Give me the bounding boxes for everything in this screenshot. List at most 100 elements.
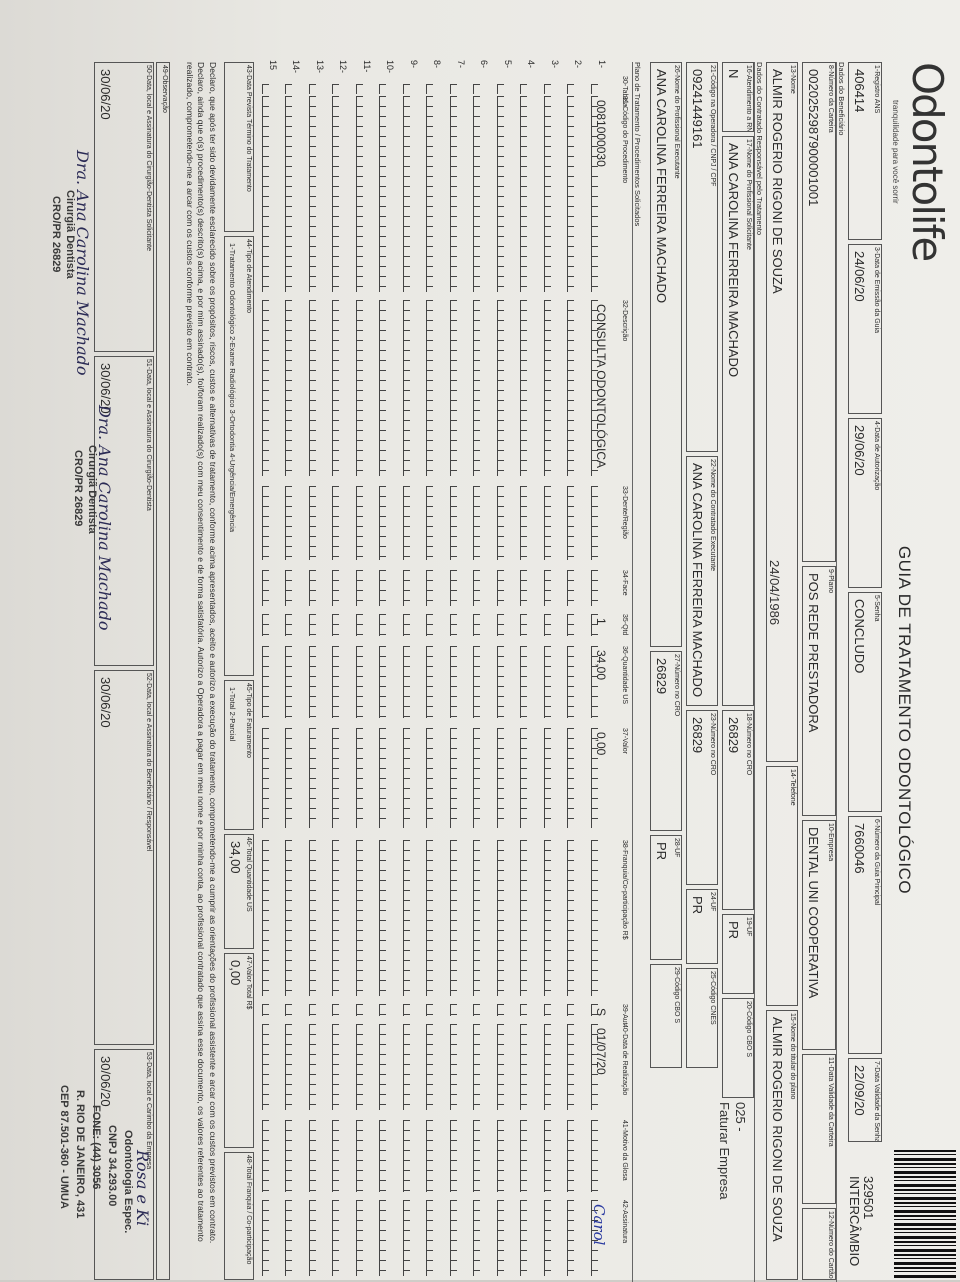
- entry-cell: [520, 646, 536, 718]
- entry-cell: [520, 486, 536, 560]
- entry-cell: [403, 300, 418, 476]
- field-label: 10-Empresa: [827, 823, 834, 862]
- entry-cell: [497, 728, 512, 828]
- declaration: Declaro, que após ter sido devidamente e…: [185, 62, 218, 1244]
- entry-cell: [403, 614, 418, 636]
- form-field: 3-Data de Emissão da Guia 24/06/20: [848, 244, 882, 414]
- entry-cell: [426, 486, 442, 560]
- entry-cell: [591, 570, 606, 606]
- form-field: 14-Telefone: [766, 766, 798, 1006]
- annotation: 025 -: [733, 1102, 748, 1132]
- field-value: ANA CAROLINA FERREIRA MACHADO: [726, 143, 741, 378]
- form-field: 52-Data, local e Assinatura do Beneficiá…: [94, 670, 154, 1045]
- entry-cell: [426, 96, 442, 292]
- entry-cell: [450, 486, 465, 560]
- form-field: 26-Nome do Profissional Executante ANA CA…: [650, 62, 682, 647]
- field-value: ANA CAROLINA FERREIRA MACHADO: [654, 69, 669, 304]
- entry-cell: [520, 300, 536, 476]
- field-value: ALMIR ROGERIO RIGONI DE SOUZA: [770, 69, 785, 294]
- entry-cell: [309, 1024, 324, 1110]
- entry-cell: [567, 614, 583, 636]
- entry-cell: [544, 300, 559, 476]
- entry-cell: [262, 614, 277, 636]
- column-header: 33-Dente/Região: [621, 486, 628, 539]
- field-label: 46-Total Quantidade US: [245, 837, 252, 912]
- entry-cell: [567, 570, 583, 606]
- field-label: 1-Registro ANS: [873, 65, 880, 114]
- entry-cell: [356, 1200, 371, 1276]
- field-label: 14-Telefone: [789, 769, 796, 806]
- entry-cell: [544, 570, 559, 606]
- entry-cell: [473, 96, 489, 292]
- entry-cell: [309, 614, 324, 636]
- form-field: 1-Registro ANS 406414: [848, 62, 882, 240]
- field-value: 26829: [654, 658, 669, 695]
- entry-cell: [356, 1120, 371, 1192]
- entry-cell: [379, 570, 395, 606]
- field-value: 24/06/20: [852, 251, 867, 302]
- row-number: 10-: [385, 60, 396, 74]
- field-value: PR: [726, 921, 741, 940]
- field-value: 29/06/20: [852, 425, 867, 476]
- annotation: Odontologia Espec.: [122, 1130, 134, 1234]
- entry-cell: [450, 570, 465, 606]
- field-label: 44-Tipo de Atendimento: [245, 239, 252, 314]
- entry-cell: [567, 1024, 583, 1110]
- entry-cell: [520, 84, 536, 94]
- entry-cell: [309, 646, 324, 718]
- field-label: 43-Data Prevista Término do Tratamento: [245, 65, 252, 192]
- column-header: 34-Face: [621, 570, 628, 596]
- field-label: 6-Número da Guia Principal: [873, 819, 880, 906]
- field-label: 50-Data, local e Assinatura do Cirurgião…: [145, 65, 152, 251]
- entry-cell: [285, 486, 301, 560]
- barcode: [894, 1150, 956, 1280]
- entry-cell: [473, 570, 489, 606]
- column-header: 37-Valor: [621, 728, 628, 754]
- field-value: ANA CAROLINA FERREIRA MACHADO: [690, 463, 705, 698]
- field-value: POS REDE PRESTADORA: [806, 573, 821, 733]
- section-title: Plano de Tratamento / Procedimentos Soli…: [632, 62, 642, 1282]
- form-field: 28-UF PR: [650, 835, 682, 960]
- entry-cell: [403, 96, 418, 292]
- entry-cell: [426, 614, 442, 636]
- entry-cell: [520, 1004, 536, 1016]
- form-field: 29-Código CBO S: [650, 964, 682, 1068]
- form-field: 19-UF PR: [722, 914, 754, 994]
- field-value: 30/06/20: [98, 69, 113, 120]
- entry-cell: [356, 1024, 371, 1110]
- field-label: 52-Data, local e Assinatura do Beneficiá…: [145, 673, 152, 852]
- entry-cell: [309, 84, 324, 94]
- form-field: 49-Observação: [156, 62, 170, 1280]
- entry-cell: [473, 84, 489, 94]
- entry-cell: [262, 1004, 277, 1016]
- entry-cell: [285, 1024, 301, 1110]
- entry-cell: [262, 96, 277, 292]
- field-label: 8-Número da Carteira: [827, 65, 834, 133]
- entry-cell: [262, 486, 277, 560]
- field-label: 25-Código CNES: [709, 971, 716, 1025]
- field-label: 13-Nome: [789, 65, 796, 94]
- column-header: 39-Aut: [621, 1004, 628, 1025]
- cell-value: 01/07/20: [594, 1028, 608, 1075]
- column-header: 38-Franquia/Co-participação R$: [621, 840, 628, 940]
- entry-cell: [567, 646, 583, 718]
- entry-cell: [497, 840, 512, 996]
- entry-cell: [309, 1200, 324, 1276]
- entry-cell: [332, 1004, 348, 1016]
- entry-cell: [497, 300, 512, 476]
- entry-cell: [356, 1004, 371, 1016]
- entry-cell: [285, 1004, 301, 1016]
- form-field: 7-Data Validade da Senha 22/09/20: [848, 1058, 882, 1142]
- entry-cell: [591, 486, 606, 560]
- column-header: 41-Motivo da Glosa: [621, 1120, 628, 1181]
- entry-cell: [379, 1024, 395, 1110]
- form-field: 21-Código na Operadora / CNPJ / CPF 09241…: [686, 62, 718, 452]
- field-label: 47-Valor Total R$: [245, 956, 252, 1010]
- column-header: 42-Assinatura: [621, 1200, 628, 1244]
- entry-cell: [567, 84, 583, 94]
- entry-cell: [473, 486, 489, 560]
- entry-cell: [332, 300, 348, 476]
- entry-cell: [497, 1024, 512, 1110]
- column-header: 40-Data de Realização: [621, 1024, 628, 1096]
- form-field: 43-Data Prevista Término do Tratamento: [224, 62, 254, 232]
